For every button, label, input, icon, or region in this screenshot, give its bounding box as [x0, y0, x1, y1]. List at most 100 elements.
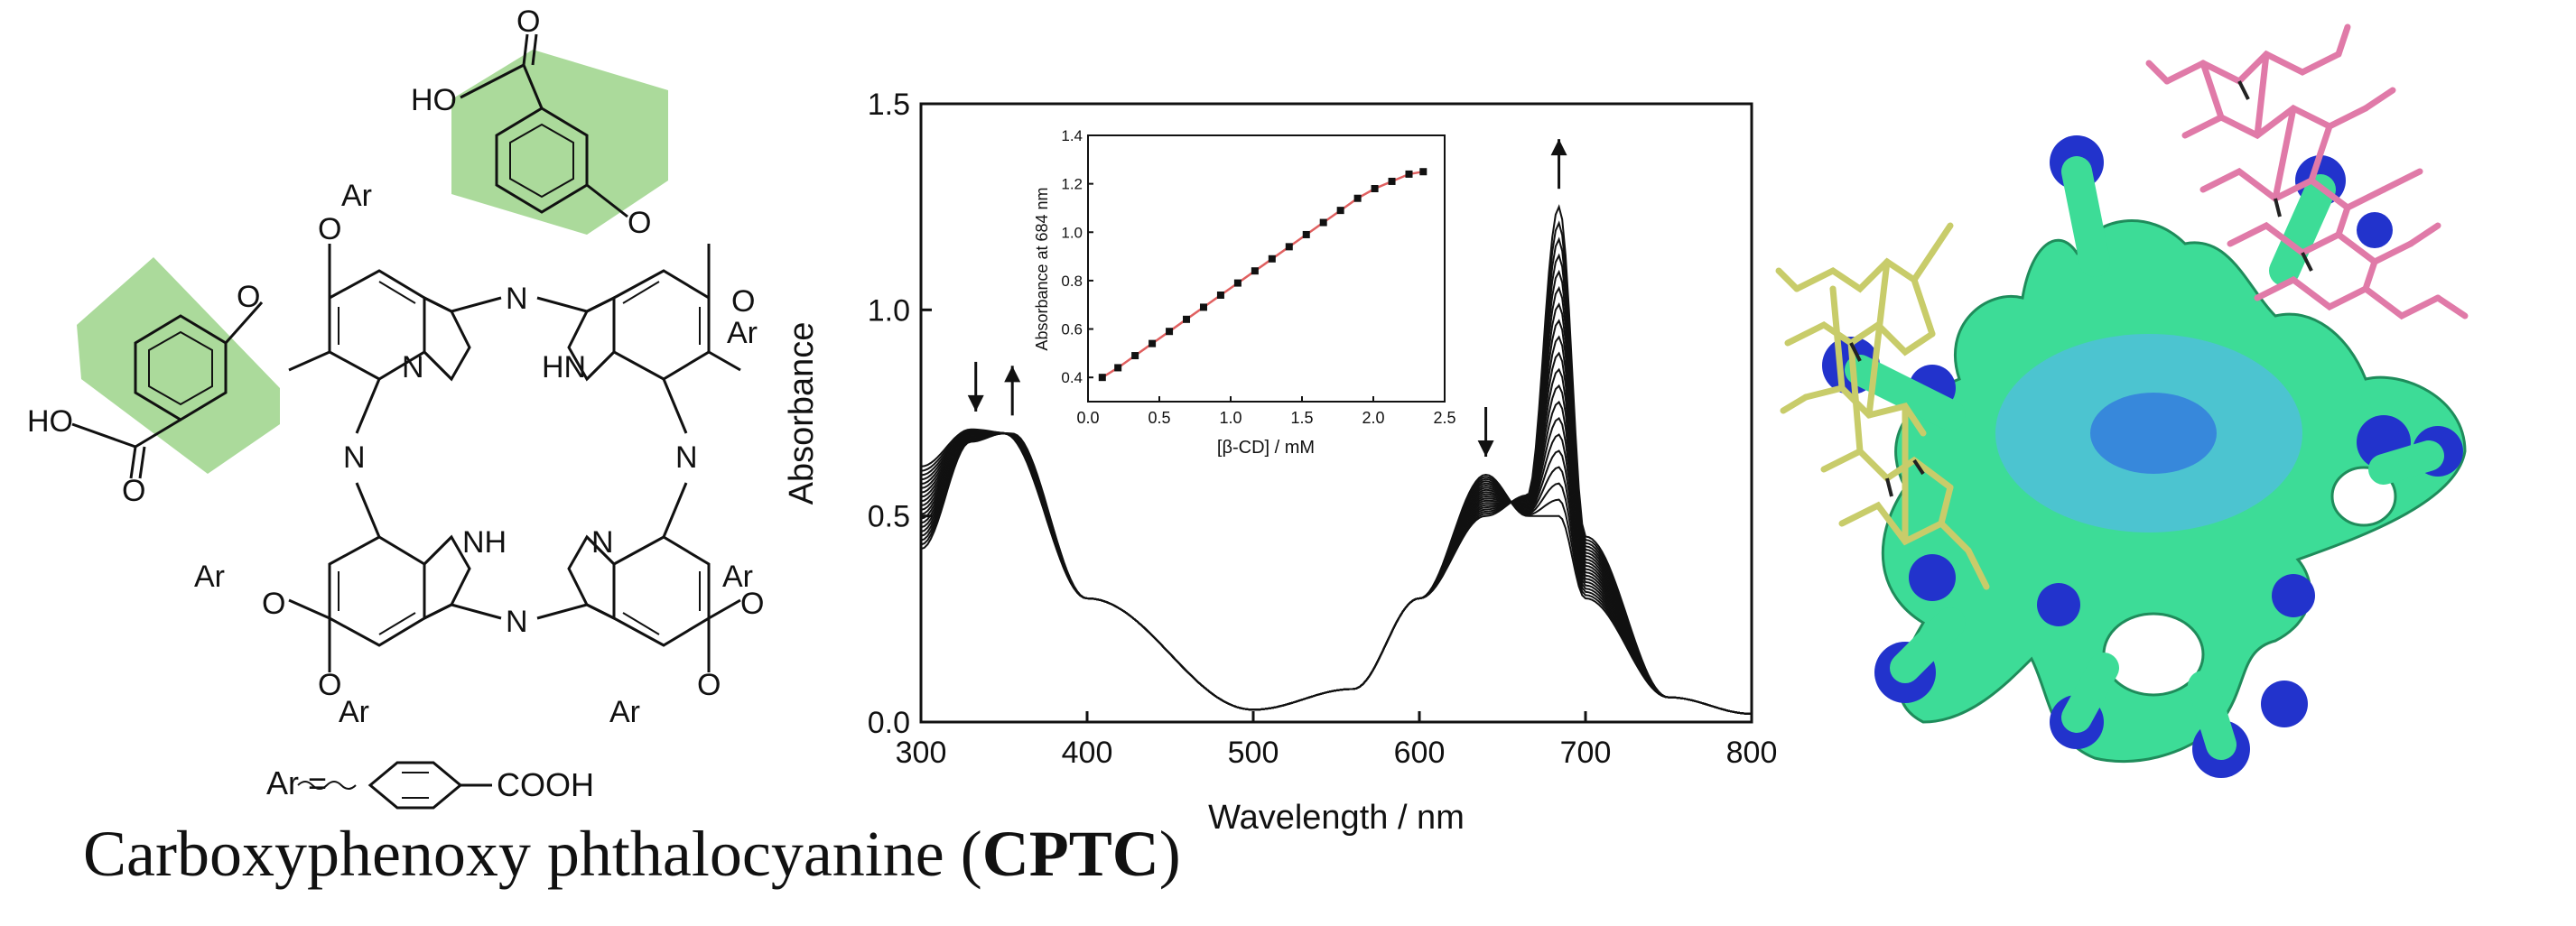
- x-tick-label-800: 800: [1726, 736, 1778, 770]
- label-n-top: N: [506, 282, 528, 316]
- label-o-tl: O: [318, 212, 341, 246]
- absorbance-chart: 300 400 500 600 700 800 0.0 0.5 1.0 1.5 Wavelengt…: [783, 88, 1777, 837]
- label-o-br: O: [740, 587, 764, 621]
- inset-point-2: [1114, 364, 1122, 372]
- inset-y-tick-label-1.0: 1.0: [1061, 224, 1083, 241]
- x-tick-label-700: 700: [1560, 736, 1612, 770]
- spectrum-line-11: [920, 351, 1753, 715]
- label-nh-inner: NH: [462, 525, 507, 560]
- inset-x-tick-label-2.5: 2.5: [1433, 409, 1455, 427]
- inset-point-6: [1183, 315, 1191, 323]
- label-n-left: N: [343, 440, 366, 475]
- arrow-head-up-2: [1004, 366, 1021, 383]
- cyclodextrin-left: [1775, 222, 1990, 590]
- spectrum-line-20: [920, 204, 1753, 715]
- spectrum-line-8: [920, 400, 1753, 715]
- chart-arrows-group: [967, 139, 1567, 457]
- chart-plot-frame: [919, 102, 1753, 724]
- y-tick-label-0.5: 0.5: [868, 500, 910, 534]
- highlight-top: [451, 50, 668, 235]
- inset-point-1: [1098, 374, 1106, 382]
- inset-y-tick-label-0.8: 0.8: [1061, 273, 1083, 290]
- inset-y-tick-label-0.6: 0.6: [1061, 321, 1083, 338]
- label-ar-br2: Ar: [609, 695, 640, 729]
- label-ho-top: HO: [411, 83, 457, 117]
- label-n-right: N: [675, 440, 698, 475]
- inset-point-8: [1216, 292, 1224, 299]
- structure-labels: HO O O HO O O O Ar O Ar O Ar O Ar O Ar O…: [27, 5, 764, 803]
- cyclodextrin-right-dark: [2237, 80, 2313, 272]
- inset-point-15: [1336, 207, 1344, 215]
- label-o-bl2: O: [318, 668, 341, 702]
- chart-axes-group: 300 400 500 600 700 800 0.0 0.5 1.0 1.5: [868, 88, 1778, 770]
- inset-point-13: [1302, 230, 1310, 238]
- figure-caption: Carboxyphenoxy phthalocyanine (CPTC): [83, 817, 1181, 892]
- x-axis-title: Wavelength / nm: [1208, 799, 1465, 837]
- spectrum-line-9: [920, 384, 1753, 715]
- arrow-head-up-4: [1550, 139, 1567, 156]
- inset-point-4: [1149, 339, 1157, 347]
- caption-bold: CPTC: [981, 818, 1159, 890]
- inset-y-tick-label-0.4: 0.4: [1061, 369, 1083, 386]
- inset-x-tick-label-2.0: 2.0: [1362, 409, 1384, 427]
- inset-point-18: [1388, 177, 1396, 185]
- core-center: [2090, 393, 2217, 474]
- inset-plot-frame: [1087, 134, 1446, 403]
- x-tick-label-300: 300: [896, 736, 947, 770]
- label-o-left: O: [122, 474, 145, 508]
- label-ar-tr: Ar: [727, 316, 758, 350]
- y-tick-label-1.5: 1.5: [868, 88, 910, 122]
- y-axis-title: Absorbance: [783, 322, 821, 505]
- arrow-head-down-1: [967, 394, 984, 412]
- label-n-bottom: N: [506, 605, 528, 639]
- label-o-br2: O: [697, 668, 721, 702]
- label-ar-bl: Ar: [194, 560, 225, 594]
- spectrum-line-6: [920, 432, 1753, 715]
- cyclodextrin-right: [2145, 23, 2469, 320]
- molecular-model-render: [1775, 23, 2469, 778]
- x-tick-label-600: 600: [1394, 736, 1446, 770]
- inset-point-12: [1285, 243, 1293, 251]
- inset-y-tick-label-1.4: 1.4: [1061, 127, 1083, 144]
- inset-x-tick-label-0.0: 0.0: [1076, 409, 1099, 427]
- label-o-tr: O: [731, 284, 755, 319]
- label-ar-tl: Ar: [341, 179, 372, 213]
- spectrum-line-1: [920, 432, 1753, 715]
- label-ar-bl2: Ar: [339, 695, 369, 729]
- spectrum-line-4: [920, 432, 1753, 715]
- label-o-top-link: O: [628, 206, 651, 240]
- label-cooh: COOH: [497, 766, 594, 803]
- label-o-bl: O: [262, 587, 285, 621]
- spectrum-line-3: [920, 432, 1753, 715]
- label-ar-br: Ar: [722, 560, 753, 594]
- label-ho-left: HO: [27, 404, 73, 439]
- inset-y-title: Absorbance at 684 nm: [1033, 187, 1051, 350]
- inset-x-title: [β-CD] / mM: [1217, 438, 1315, 458]
- label-n-inner-tl: N: [402, 350, 424, 384]
- inset-point-16: [1353, 194, 1362, 202]
- ar-definition-label: Ar =: [266, 764, 327, 801]
- inset-point-17: [1371, 185, 1379, 192]
- inset-point-20: [1419, 168, 1427, 176]
- inset-point-10: [1251, 267, 1259, 275]
- cyclodextrin-left-dark: [1849, 342, 1925, 497]
- spectra-series-group: [920, 204, 1753, 715]
- inset-point-7: [1199, 303, 1207, 311]
- label-n-inner-br: N: [591, 525, 614, 560]
- inset-point-3: [1131, 352, 1139, 360]
- spectrum-line-2: [920, 432, 1753, 715]
- spectrum-line-7: [920, 417, 1753, 715]
- inset-y-tick-label-1.2: 1.2: [1061, 176, 1083, 193]
- y-tick-label-1.0: 1.0: [868, 293, 910, 328]
- caption-text: Carboxyphenoxy phthalocyanine (: [83, 818, 982, 890]
- inset-point-9: [1233, 279, 1242, 287]
- inset-content-group: 0.0 0.5 1.0 1.5 2.0 2.5 0.4 0.6 0.8 1.0 1.2 1.4: [1061, 127, 1455, 427]
- spectrum-line-10: [920, 367, 1753, 715]
- x-tick-label-500: 500: [1228, 736, 1279, 770]
- inset-x-tick-label-1.0: 1.0: [1219, 409, 1242, 427]
- label-o-left-link: O: [237, 280, 260, 314]
- inset-point-14: [1319, 218, 1327, 227]
- cptc-structure: [71, 33, 741, 810]
- inset-point-5: [1166, 328, 1174, 336]
